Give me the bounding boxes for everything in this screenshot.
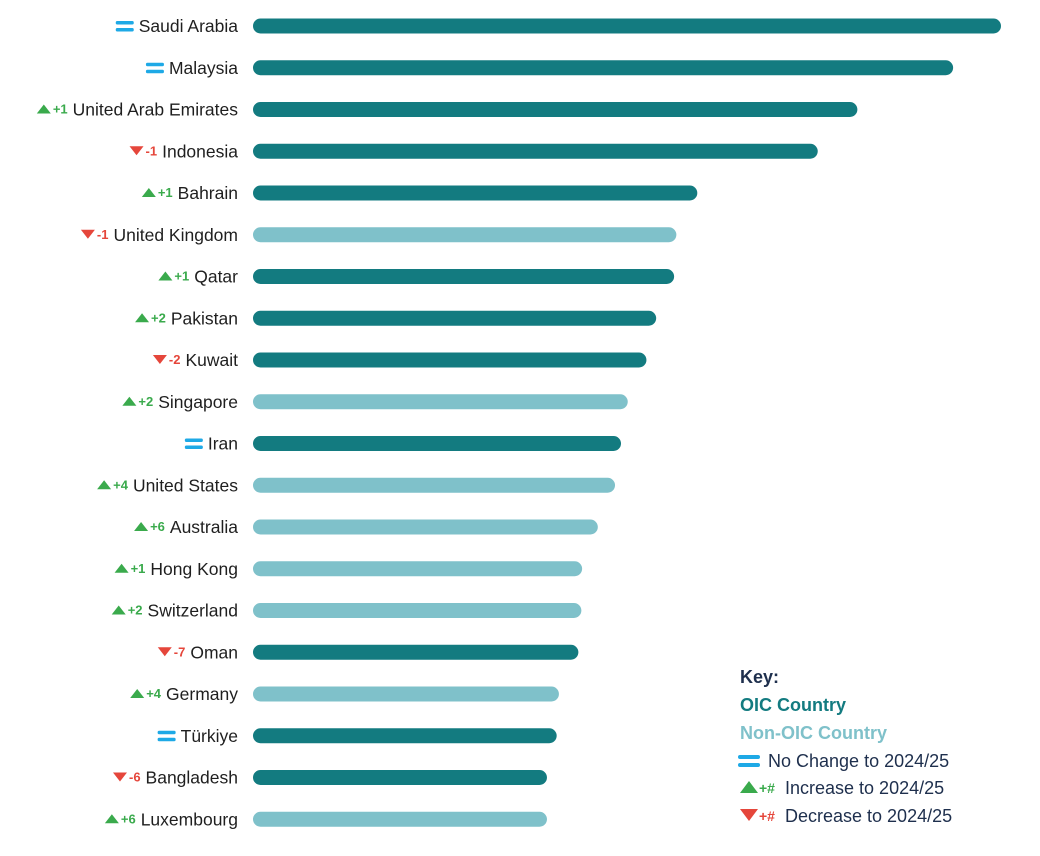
legend-title: Key: — [740, 667, 779, 687]
bar-iran — [253, 436, 622, 451]
change-label-hong-kong: +1 — [131, 561, 146, 576]
label-united-states: United States — [133, 475, 238, 495]
bar-united-arab-emirates — [253, 102, 858, 117]
bar-luxembourg — [253, 811, 547, 827]
label-luxembourg: Luxembourg — [141, 809, 238, 829]
bar-malaysia — [253, 60, 954, 76]
legend-decrease-label: Decrease to 2024/25 — [785, 806, 952, 826]
label-australia: Australia — [170, 517, 238, 537]
bar-kuwait — [253, 352, 647, 368]
label-indonesia: Indonesia — [162, 141, 238, 161]
bar-switzerland — [253, 603, 582, 618]
change-label-indonesia: -1 — [146, 143, 158, 158]
decrease-triangle-icon-indonesia — [129, 146, 144, 156]
increase-triangle-icon-united-states — [97, 480, 112, 490]
label-switzerland: Switzerland — [148, 601, 238, 621]
increase-triangle-icon-germany — [130, 689, 145, 698]
bar-hong-kong — [253, 561, 583, 577]
label-t-rkiye: Türkiye — [181, 726, 238, 746]
decrease-triangle-icon-kuwait — [152, 355, 167, 364]
bar-bangladesh — [253, 770, 547, 785]
legend-decrease-symbol: +# — [759, 808, 775, 824]
legend-no-change-label: No Change to 2024/25 — [768, 751, 949, 771]
labels-layer: Saudi Arabia Malaysia United Arab Emirates… — [36, 16, 239, 829]
legend-oic-label: OIC Country — [740, 695, 846, 715]
label-bangladesh: Bangladesh — [146, 768, 238, 788]
bar-qatar — [253, 269, 675, 284]
label-germany: Germany — [166, 684, 238, 704]
increase-triangle-icon-bahrain — [141, 188, 156, 197]
label-malaysia: Malaysia — [169, 58, 238, 78]
bar-united-kingdom — [253, 227, 677, 243]
no-change-icon-saudi-arabia — [115, 21, 134, 32]
label-iran: Iran — [208, 434, 238, 454]
bar-australia — [253, 519, 598, 535]
label-kuwait: Kuwait — [185, 350, 238, 370]
change-label-qatar: +1 — [174, 269, 189, 284]
bar-indonesia — [253, 143, 818, 159]
decrease-triangle-icon-bangladesh — [112, 772, 127, 782]
no-change-icon-malaysia — [145, 62, 164, 74]
label-singapore: Singapore — [158, 392, 238, 412]
change-label-pakistan: +2 — [151, 310, 166, 325]
label-qatar: Qatar — [194, 267, 238, 287]
change-label-oman: -7 — [174, 644, 186, 659]
label-united-kingdom: United Kingdom — [113, 225, 238, 245]
bar-united-states — [253, 477, 616, 493]
change-label-singapore: +2 — [138, 394, 153, 409]
bar-oman — [253, 644, 579, 660]
no-change-icon-t-rkiye — [157, 730, 176, 742]
decrease-triangle-icon-oman — [157, 647, 172, 657]
bar-germany — [253, 686, 559, 702]
legend-increase-symbol: +# — [759, 780, 775, 796]
legend-increase-label: Increase to 2024/25 — [785, 778, 944, 798]
increase-triangle-icon-qatar — [158, 271, 173, 281]
increase-triangle-icon-luxembourg — [104, 814, 119, 824]
decrease-triangle-icon-united-kingdom — [80, 229, 95, 239]
increase-triangle-icon-pakistan — [135, 313, 150, 323]
change-label-bahrain: +1 — [158, 185, 173, 200]
change-label-bangladesh: -6 — [129, 770, 141, 785]
change-label-kuwait: -2 — [169, 352, 181, 367]
bars-layer — [253, 18, 1001, 827]
bar-saudi-arabia — [253, 18, 1001, 34]
increase-triangle-icon-singapore — [122, 396, 137, 406]
no-change-icon-iran — [184, 438, 203, 449]
bar-singapore — [253, 394, 628, 410]
legend-increase-icon — [740, 781, 758, 793]
legend: Key: OIC Country Non-OIC Country No Chan… — [738, 667, 952, 826]
change-label-switzerland: +2 — [128, 603, 143, 618]
change-label-australia: +6 — [150, 519, 165, 534]
increase-triangle-icon-switzerland — [111, 605, 126, 615]
label-oman: Oman — [190, 642, 238, 662]
legend-non-oic-label: Non-OIC Country — [740, 723, 887, 743]
label-pakistan: Pakistan — [171, 308, 238, 328]
increase-triangle-icon-australia — [134, 522, 149, 531]
bar-t-rkiye — [253, 728, 557, 744]
change-label-luxembourg: +6 — [121, 811, 136, 826]
bar-pakistan — [253, 310, 657, 326]
change-label-germany: +4 — [146, 686, 162, 701]
label-saudi-arabia: Saudi Arabia — [139, 16, 239, 36]
increase-triangle-icon-united-arab-emirates — [36, 104, 51, 114]
label-bahrain: Bahrain — [178, 183, 238, 203]
legend-decrease-icon — [740, 809, 758, 821]
change-label-united-kingdom: -1 — [97, 227, 109, 242]
legend-no-change-icon — [738, 755, 760, 767]
change-label-united-arab-emirates: +1 — [53, 102, 68, 117]
bar-bahrain — [253, 185, 698, 201]
label-hong-kong: Hong Kong — [150, 559, 238, 579]
label-united-arab-emirates: United Arab Emirates — [73, 100, 239, 120]
change-label-united-states: +4 — [113, 477, 129, 492]
increase-triangle-icon-hong-kong — [114, 563, 129, 573]
